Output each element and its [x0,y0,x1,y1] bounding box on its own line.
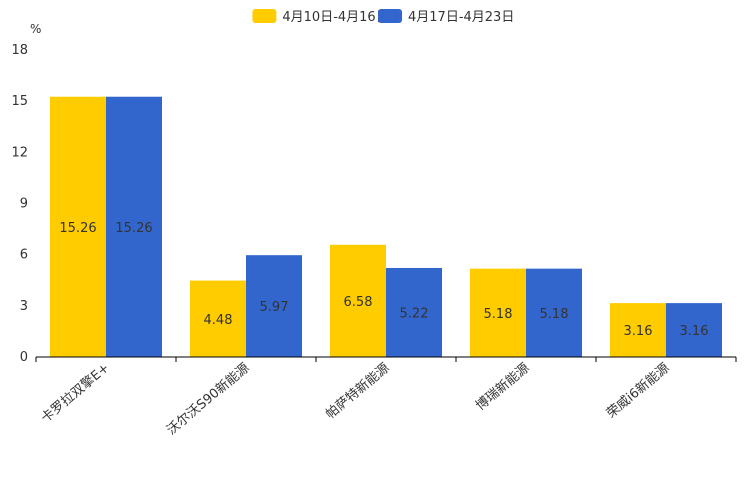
data-label: 5.97 [260,300,289,315]
legend-label-2: 4月17日-4月23日 [408,10,514,25]
y-tick-label: 3 [20,299,28,314]
bar-1 [610,303,666,357]
bar-2 [386,267,442,357]
data-label: 5.22 [400,306,429,321]
bar-1 [190,280,246,357]
data-label: 5.18 [484,307,513,322]
y-tick-label: 9 [20,197,28,212]
data-label: 5.18 [540,307,569,322]
bar-2 [666,303,722,357]
x-tick-label: 荣威i6新能源 [603,360,672,422]
data-label: 15.26 [59,221,96,236]
x-axis-ticks: 卡罗拉双擎E+ 沃尔沃S90新能源 帕萨特新能源 博瑞新能源 荣威i6新能源 [35,357,737,438]
y-tick-label: 6 [20,248,28,263]
data-labels: 15.26 15.26 4.48 5.97 6.58 5.22 5.18 5.18 3.16 3.… [59,221,708,339]
y-axis-ticks: 0 3 6 9 12 15 18 [11,43,28,365]
data-label: 6.58 [344,295,373,310]
bar-2 [106,96,162,357]
y-tick-label: 15 [11,94,28,109]
legend-label-1: 4月10日-4月16日 [282,10,388,25]
x-tick-label: 沃尔沃S90新能源 [164,360,253,438]
legend-swatch-2 [378,9,402,23]
bars [50,96,722,357]
x-tick-label: 帕萨特新能源 [323,360,393,422]
data-label: 3.16 [680,324,709,339]
y-tick-label: 18 [11,43,28,58]
bar-2 [246,255,302,357]
x-tick-label: 博瑞新能源 [472,360,532,414]
legend: 4月10日-4月16日 4月17日-4月23日 [252,9,514,25]
x-tick-label: 卡罗拉双擎E+ [38,361,112,427]
bar-1 [50,96,106,357]
data-label: 3.16 [624,324,653,339]
bar-2 [526,268,582,357]
data-label: 4.48 [204,313,233,328]
y-axis-unit-label: % [30,22,41,36]
y-tick-label: 12 [11,145,28,160]
legend-swatch-1 [252,9,277,23]
bar-1 [470,268,526,357]
data-label: 15.26 [115,221,152,236]
y-tick-label: 0 [20,350,28,365]
bar-1 [330,244,386,357]
